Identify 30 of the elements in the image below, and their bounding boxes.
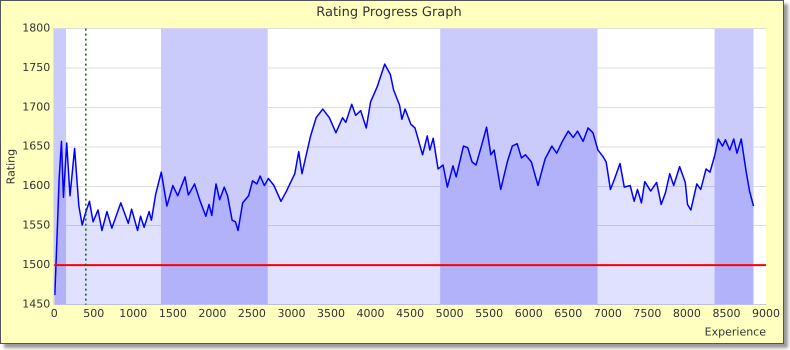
y-tick-label: 1800 xyxy=(22,21,50,34)
x-tick-label: 3000 xyxy=(277,307,306,320)
y-tick-label: 1750 xyxy=(22,60,50,74)
chart-title: Rating Progress Graph xyxy=(316,5,462,20)
y-tick-label: 1600 xyxy=(22,179,50,192)
x-tick-label: 500 xyxy=(83,307,104,320)
y-tick-label: 1700 xyxy=(22,100,50,114)
x-tick-label: 9000 xyxy=(752,307,780,320)
x-tick-label: 6000 xyxy=(514,307,543,320)
x-tick-label: 8500 xyxy=(712,307,740,320)
x-tick-label: 7500 xyxy=(633,307,662,320)
x-tick-label: 1500 xyxy=(158,307,187,320)
y-tick-label: 1650 xyxy=(22,140,50,153)
y-tick-label: 1500 xyxy=(22,258,50,272)
x-tick-label: 1000 xyxy=(119,307,148,320)
x-axis-title: Experience xyxy=(704,325,766,338)
x-tick-label: 2500 xyxy=(238,307,266,320)
x-tick-label: 0 xyxy=(50,307,58,320)
x-tick-label: 5000 xyxy=(436,307,464,320)
x-tick-label: 7000 xyxy=(594,307,622,320)
y-tick-label: 1550 xyxy=(22,218,50,232)
x-tick-label: 4000 xyxy=(356,307,385,320)
x-tick-label: 2000 xyxy=(198,307,226,320)
x-tick-label: 4500 xyxy=(396,307,424,320)
x-tick-label: 3500 xyxy=(317,307,346,320)
x-tick-label: 8000 xyxy=(672,307,701,320)
x-tick-label: 5500 xyxy=(475,307,504,320)
y-tick-label: 1450 xyxy=(22,297,50,310)
y-axis-title: Rating xyxy=(4,148,18,184)
x-tick-label: 6500 xyxy=(554,307,582,320)
